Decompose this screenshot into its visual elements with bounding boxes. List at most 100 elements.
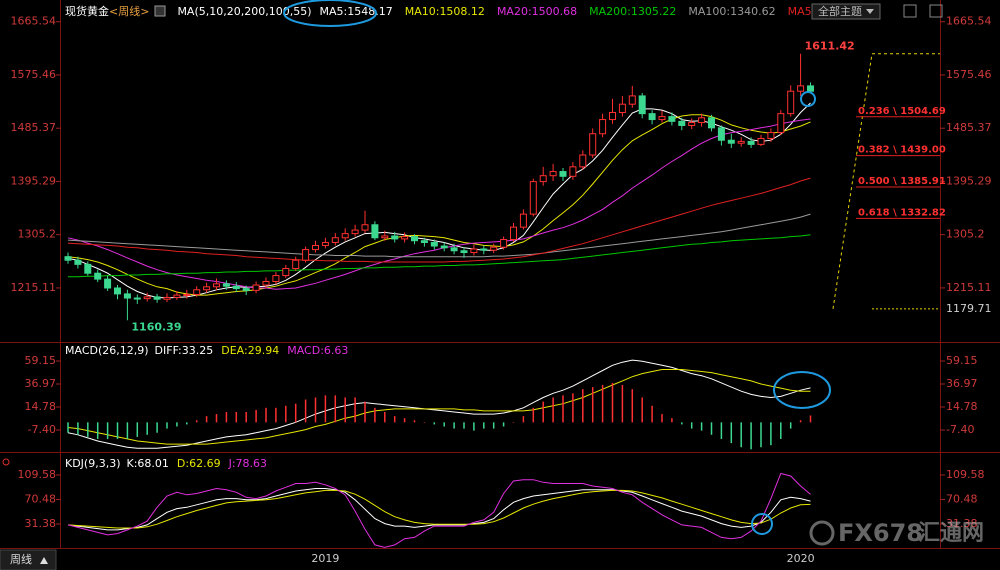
window-button[interactable]: [903, 4, 917, 18]
watermark: FX678 汇通网: [809, 519, 984, 547]
histogram-bar: [522, 416, 525, 423]
candle-body: [440, 245, 448, 249]
dropdown-arrow[interactable]: [866, 9, 874, 14]
candle-body: [648, 113, 656, 121]
period-box[interactable]: [0, 549, 57, 570]
period-label[interactable]: 周线: [10, 552, 32, 566]
histogram-bar: [235, 411, 238, 423]
candle-body: [420, 240, 428, 243]
histogram-bar: [443, 422, 445, 427]
histogram-bar: [314, 397, 317, 423]
y-tick-label: 14.78: [946, 400, 978, 413]
candle-body: [292, 259, 300, 269]
dropdown-box[interactable]: [811, 3, 881, 20]
histogram-bar: [136, 422, 139, 437]
legend-label: MA20:1500.68: [497, 5, 577, 18]
histogram-bar: [542, 401, 544, 423]
candle-body: [460, 250, 468, 254]
candle-body: [312, 244, 319, 251]
indicator-line: [67, 472, 811, 548]
legend-label: D:62.69: [177, 457, 221, 470]
histogram-bar: [96, 422, 99, 439]
candle-body: [450, 247, 458, 252]
candle-body: [242, 288, 250, 291]
y-tick-label: 1665.54: [11, 15, 57, 28]
histogram-bar: [225, 411, 228, 423]
candle-body: [737, 140, 745, 144]
histogram-bar: [126, 422, 129, 439]
histogram-bar: [77, 422, 79, 435]
histogram-bar: [512, 422, 515, 423]
histogram-bar: [156, 422, 158, 433]
histogram-bar: [552, 397, 554, 423]
legend-label: <周线>: [109, 4, 149, 18]
candle-body: [470, 248, 478, 254]
indicator-line: [67, 118, 811, 290]
legend-label: MA10:1508.12: [405, 5, 485, 18]
histogram-bar: [770, 422, 772, 446]
candle-body: [717, 127, 725, 141]
candle-body: [747, 140, 755, 145]
histogram-bar: [601, 385, 604, 423]
period-arrow[interactable]: [40, 557, 48, 564]
histogram-bar: [195, 420, 198, 423]
pane-icon[interactable]: [2, 458, 10, 466]
histogram-bar: [265, 407, 267, 423]
histogram-bar: [750, 422, 752, 450]
legend-label: MA(5,10,20,200,100,55): [177, 5, 311, 18]
candle-body: [84, 263, 92, 274]
watermark-brand: FX678: [838, 519, 923, 547]
candle-body: [272, 275, 280, 282]
histogram-bar: [789, 422, 792, 429]
y-tick-label: 1485.37: [11, 121, 57, 134]
indicator-line: [67, 177, 811, 263]
histogram-bar: [176, 422, 178, 427]
dropdown-label[interactable]: 全部主题: [818, 4, 862, 18]
histogram-bar: [255, 409, 257, 423]
candle-body: [193, 289, 201, 295]
legend-label: DIFF:33.25: [155, 344, 214, 357]
fib-low-label: 1179.71: [946, 302, 992, 315]
histogram-bar: [186, 422, 188, 425]
histogram-bar: [304, 399, 307, 423]
candle-body: [64, 256, 72, 261]
candle-body: [708, 117, 715, 129]
legend-label: MACD:6.63: [287, 344, 348, 357]
fib-level-label: 0.382 \ 1439.00: [858, 145, 946, 156]
histogram-bar: [245, 411, 247, 423]
legend-label: MA200:1305.22: [589, 5, 676, 18]
highlight-circle: [751, 513, 773, 535]
x-tick-label: 2020: [787, 552, 815, 565]
histogram-bar: [334, 395, 337, 423]
histogram-bar: [611, 382, 614, 423]
y-tick-label: 70.48: [946, 493, 978, 506]
theme-dropdown[interactable]: 全部主题: [811, 3, 881, 20]
candle-body: [203, 286, 211, 291]
y-tick-label: 36.97: [25, 377, 57, 390]
candle-body: [638, 95, 646, 115]
candle-body: [668, 116, 676, 122]
candle-body: [658, 116, 666, 121]
fib-diagonal: [832, 53, 873, 309]
fib-level-label: 0.618 \ 1332.82: [858, 207, 946, 218]
watermark-logo: [809, 520, 835, 546]
candle-body: [341, 233, 349, 239]
histogram-bar: [730, 422, 733, 444]
candle-body: [123, 293, 131, 299]
histogram-bar: [166, 422, 168, 429]
histogram-bar: [285, 405, 287, 423]
histogram-bar: [631, 389, 634, 423]
candle-body: [371, 224, 379, 239]
window-button[interactable]: [929, 4, 943, 18]
candle-body: [569, 166, 577, 177]
histogram-bar: [710, 422, 713, 435]
y-tick-label: 1395.29: [11, 174, 57, 187]
high-label: 1611.42: [805, 40, 855, 53]
candle-body: [500, 239, 508, 248]
candle-body: [143, 296, 151, 300]
histogram-bar: [463, 422, 465, 429]
indicator-line: [67, 114, 811, 296]
ma-icon[interactable]: [154, 5, 166, 17]
period-button[interactable]: 周线: [0, 549, 57, 570]
